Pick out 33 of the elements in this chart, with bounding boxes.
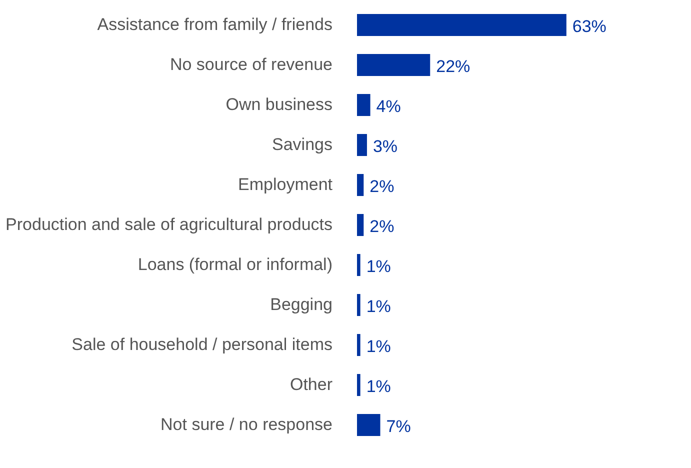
bar [357, 414, 380, 436]
y-tick-label: Production and sale of agricultural products [6, 215, 332, 234]
data-label: 3% [372, 137, 398, 156]
bar [357, 174, 364, 196]
data-label: 63% [572, 17, 606, 36]
bar [357, 294, 360, 316]
y-tick-label: Employment [238, 175, 333, 194]
data-label: 1% [366, 257, 391, 276]
y-tick-label: Other [290, 375, 333, 394]
data-label: 1% [366, 297, 391, 316]
y-tick-label: No source of revenue [170, 55, 332, 74]
y-tick-label: Begging [270, 295, 332, 314]
bar [357, 54, 430, 76]
y-tick-label: Sale of household / personal items [72, 335, 332, 354]
y-tick-label: Not sure / no response [160, 415, 332, 434]
y-tick-label: Assistance from family / friends [97, 15, 332, 34]
bar [357, 134, 367, 156]
data-label: 2% [370, 217, 394, 236]
data-label: 7% [386, 417, 411, 436]
data-label: 1% [366, 337, 391, 356]
y-tick-label: Own business [226, 95, 332, 114]
data-label: 4% [376, 97, 401, 116]
y-tick-label: Loans (formal or informal) [138, 255, 332, 274]
bar [357, 94, 370, 116]
y-tick-label: Savings [272, 135, 332, 154]
bar [357, 214, 364, 236]
bar [357, 254, 360, 276]
bar [357, 334, 360, 356]
data-label: 1% [366, 377, 391, 396]
data-label: 22% [436, 57, 470, 76]
bar [357, 374, 360, 396]
bar [357, 14, 566, 36]
data-label: 2% [370, 177, 394, 196]
